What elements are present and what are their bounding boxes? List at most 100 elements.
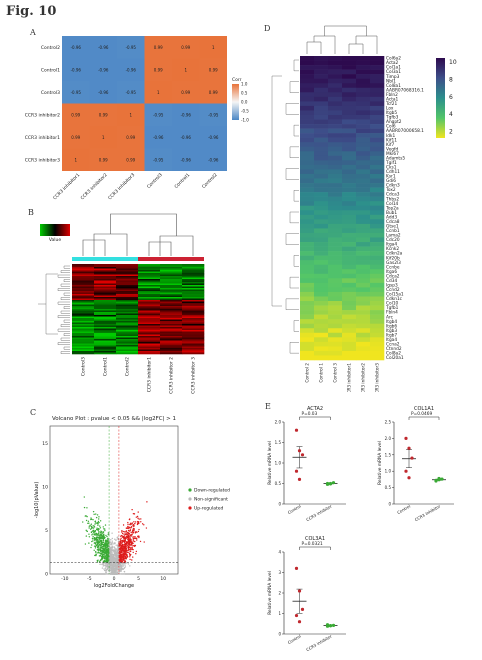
gene-heatmap-cell <box>370 219 385 225</box>
expression-cell <box>94 301 117 304</box>
gene-heatmap-cell <box>300 183 315 188</box>
gene-heatmap-cell <box>356 237 371 243</box>
gene-heatmap-cell <box>370 305 385 311</box>
gene-heatmap-cell <box>300 269 315 275</box>
volcano-point <box>108 554 111 556</box>
gene-heatmap-cell <box>342 192 357 197</box>
volcano-point <box>82 521 84 523</box>
gene-heatmap-cell <box>342 323 357 329</box>
expression-cell <box>160 318 183 320</box>
gene-row-dendrogram <box>271 59 299 354</box>
volcano-point <box>92 538 94 540</box>
gene-heatmap-cell <box>328 192 343 197</box>
expression-cell <box>160 265 183 268</box>
volcano-point <box>121 543 124 546</box>
gene-heatmap-cell <box>300 332 315 338</box>
gene-heatmap-cell <box>370 296 385 302</box>
gene-heatmap-cell <box>342 169 357 175</box>
volcano-point <box>136 539 138 541</box>
gene-label: Itga6 <box>386 269 397 275</box>
volcano-point <box>127 535 130 537</box>
expression-cell <box>94 291 117 293</box>
gene-label: Gtse1 <box>386 224 399 230</box>
corr-value: 0.99 <box>99 157 108 162</box>
gene-label: Fbln4 <box>386 310 398 316</box>
gene-heatmap-cell <box>342 305 357 311</box>
gene-heatmap-cell <box>356 323 371 329</box>
expression-cell <box>72 337 95 340</box>
dot-plot-ytick: 1.0 <box>275 461 282 466</box>
gene-heatmap-cell <box>314 173 329 179</box>
gene-heatmap-cell <box>342 142 357 148</box>
gene-label: Kcnk2 <box>386 246 399 252</box>
volcano-point <box>99 559 101 562</box>
expression-cell <box>138 282 161 284</box>
corr-cell <box>117 58 145 81</box>
volcano-point <box>133 536 135 538</box>
volcano-point <box>120 558 123 560</box>
expression-cell <box>94 351 117 353</box>
volcano-point <box>90 528 92 530</box>
expression-cell <box>72 304 95 307</box>
expression-cell <box>94 282 117 284</box>
gene-heatmap-cell <box>356 56 371 61</box>
expression-cell <box>72 342 95 344</box>
gene-heatmap-cell <box>342 341 357 347</box>
volcano-point <box>115 555 117 557</box>
dot-plot-category: Control <box>287 504 302 516</box>
group-bar-inhibitor <box>138 257 204 261</box>
gene-heatmap-cell <box>314 133 329 138</box>
gene-heatmap-cell <box>370 173 385 179</box>
corr-value: 0.99 <box>154 67 163 72</box>
expression-cell <box>94 286 117 289</box>
volcano-point <box>100 530 102 532</box>
gene-heatmap-cell <box>356 232 371 238</box>
gene-heatmap-cell <box>356 310 371 315</box>
expression-cell <box>94 264 117 266</box>
expression-cell <box>160 352 183 355</box>
volcano-point <box>119 573 121 575</box>
gene-heatmap-cell <box>356 355 371 361</box>
expression-cell <box>182 330 205 332</box>
gene-label: Ccnb1 <box>386 228 400 234</box>
gene-heatmap-cell <box>342 133 357 138</box>
volcano-point <box>110 554 112 557</box>
gene-heatmap-cell <box>300 142 315 148</box>
expression-cell <box>138 331 161 334</box>
volcano-point <box>100 531 102 534</box>
volcano-point <box>96 522 98 525</box>
gene-heatmap-cell <box>356 301 371 306</box>
gene-heatmap-cell <box>342 210 357 216</box>
volcano-point <box>118 571 120 573</box>
volcano-point <box>103 549 105 551</box>
expression-cell <box>160 306 183 308</box>
volcano-point <box>107 543 109 545</box>
gene-heatmap-cell <box>356 223 371 229</box>
expression-col-label: CCR3 inhibitor 2 <box>169 357 175 394</box>
gene-heatmap-cell <box>356 319 371 325</box>
expression-cell <box>138 264 161 266</box>
gene-heatmap-cell <box>370 273 385 279</box>
expression-cell <box>72 300 95 302</box>
gene-heatmap-cell <box>300 201 315 207</box>
expression-cell <box>182 273 205 275</box>
volcano-point <box>95 544 97 546</box>
corr-value: 0.99 <box>154 45 163 50</box>
volcano-point <box>127 551 129 554</box>
gene-heatmap-cell <box>314 219 329 225</box>
gene-heatmap-cell <box>356 210 371 216</box>
expression-cell <box>72 271 95 274</box>
dot-plot-title: COL3A1 <box>305 536 325 542</box>
expression-cell <box>72 294 95 296</box>
gene-heatmap-cell <box>342 60 357 66</box>
gene-heatmap-cell <box>328 251 343 256</box>
volcano-point <box>110 573 113 575</box>
volcano-point <box>97 541 100 543</box>
expression-cell <box>116 280 139 283</box>
gene-heatmap-cell <box>342 260 357 266</box>
expression-cell <box>182 337 205 340</box>
gene-heatmap-cell <box>356 110 371 116</box>
volcano-point <box>134 537 136 540</box>
expression-cell <box>94 336 117 338</box>
gene-heatmap-cell <box>328 305 343 311</box>
